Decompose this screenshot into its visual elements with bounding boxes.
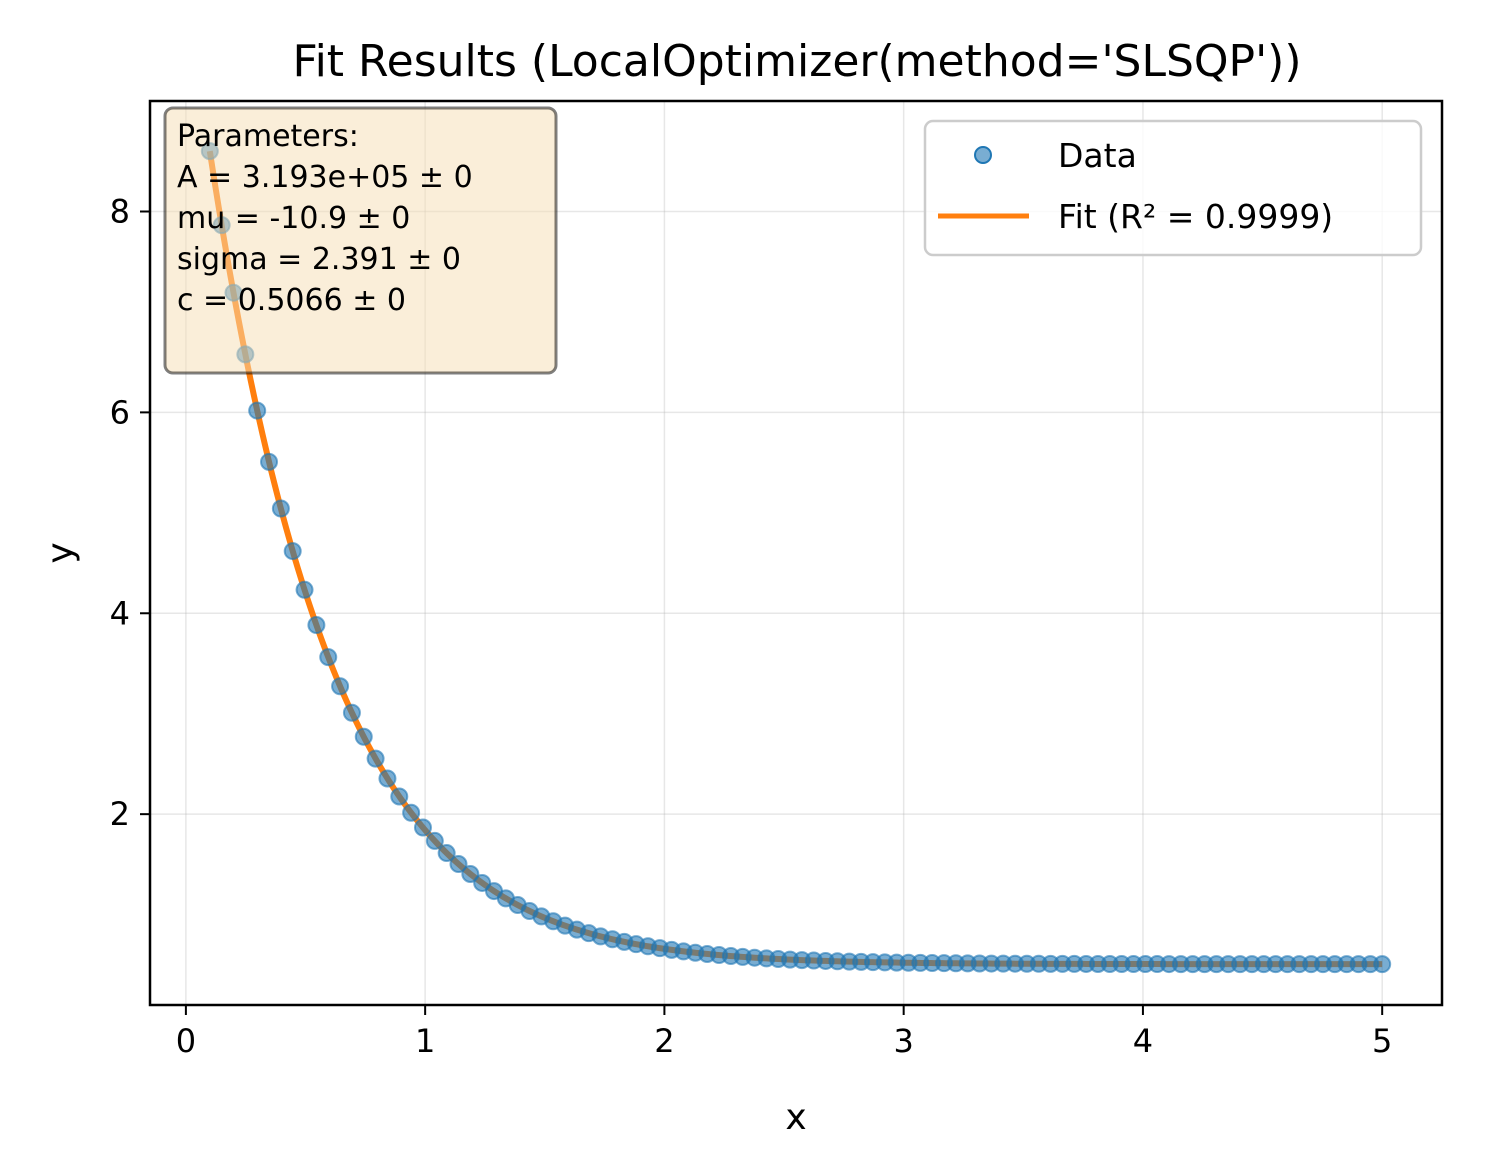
param-line: Parameters: — [177, 119, 359, 154]
data-point — [1373, 955, 1392, 974]
x-tick-label: 2 — [654, 1022, 674, 1060]
parameter-box: Parameters: A = 3.193e+05 ± 0 mu = -10.9… — [163, 106, 558, 375]
data-point — [425, 831, 444, 850]
y-tick-label: 6 — [110, 393, 130, 431]
plot-frame — [148, 99, 1444, 1007]
y-tick-label: 2 — [110, 795, 130, 833]
data-point — [271, 499, 290, 518]
legend-data-marker — [974, 146, 992, 164]
x-tick-label: 3 — [893, 1022, 913, 1060]
data-point — [260, 452, 279, 471]
x-tick-label: 0 — [176, 1022, 196, 1060]
data-point — [295, 580, 314, 599]
data-point — [413, 818, 432, 837]
data-point — [342, 703, 361, 722]
data-point — [366, 749, 385, 768]
x-axis-label: x — [785, 1097, 806, 1138]
y-tick-label: 4 — [110, 594, 130, 632]
data-point — [248, 401, 267, 420]
data-point — [390, 787, 409, 806]
data-point — [319, 648, 338, 667]
legend-data-label: Data — [1058, 136, 1137, 175]
data-point — [437, 844, 456, 863]
x-tick-label: 4 — [1133, 1022, 1153, 1060]
chart-title: Fit Results (LocalOptimizer(method='SLSQ… — [292, 36, 1301, 87]
x-tick-label: 5 — [1372, 1022, 1392, 1060]
legend-fit-label: Fit (R² = 0.9999) — [1058, 197, 1333, 236]
y-tick-label: 8 — [110, 192, 130, 230]
data-point — [449, 855, 468, 874]
x-tick-label: 1 — [415, 1022, 435, 1060]
data-point — [402, 803, 421, 822]
param-line: A = 3.193e+05 ± 0 — [177, 160, 473, 195]
data-point — [283, 542, 302, 561]
data-point — [461, 864, 480, 883]
x-axis-ticks: 0 1 2 3 4 5 — [176, 1005, 1392, 1060]
param-line: c = 0.5066 ± 0 — [177, 283, 406, 318]
data-point — [378, 769, 397, 788]
param-line: mu = -10.9 ± 0 — [177, 201, 410, 236]
legend: Data Fit (R² = 0.9999) — [923, 119, 1423, 257]
y-axis-ticks: 2 4 6 8 — [110, 192, 150, 833]
data-point — [331, 677, 350, 696]
data-point — [354, 727, 373, 746]
data-point — [307, 616, 326, 635]
y-axis-label: y — [40, 542, 81, 563]
param-line: sigma = 2.391 ± 0 — [177, 242, 461, 277]
